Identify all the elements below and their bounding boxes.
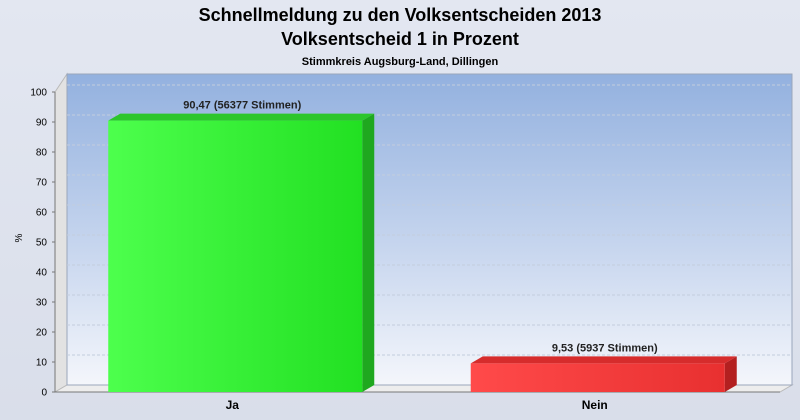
x-tick-label: Ja xyxy=(226,398,240,412)
y-axis-label: % xyxy=(14,233,25,242)
y-tick-label: 80 xyxy=(36,148,48,159)
y-tick-label: 70 xyxy=(36,178,48,189)
y-tick-label: 20 xyxy=(36,328,48,339)
chart-title-line2: Volksentscheid 1 in Prozent xyxy=(281,29,519,49)
y-tick-label: 0 xyxy=(41,388,47,399)
bar-side xyxy=(724,356,737,392)
chart-title: Schnellmeldung zu den Volksentscheiden 2… xyxy=(199,5,602,25)
bars: 90,47 (56377 Stimmen) Ja 9,53 (5937 Stimme… xyxy=(108,100,737,412)
data-label: 9,53 (5937 Stimmen) xyxy=(552,342,658,354)
bar-top xyxy=(470,356,737,364)
y-tick-label: 60 xyxy=(36,208,48,219)
y-tick-label: 90 xyxy=(36,118,48,129)
bar-ja xyxy=(108,120,363,392)
x-tick-label: Nein xyxy=(582,398,608,412)
chart-subtitle: Stimmkreis Augsburg-Land, Dillingen xyxy=(302,56,499,68)
y-tick-label: 10 xyxy=(36,358,48,369)
y-tick-label: 40 xyxy=(36,268,48,279)
y-tick-label: 50 xyxy=(36,238,48,249)
data-label: 90,47 (56377 Stimmen) xyxy=(183,100,301,112)
bar-top xyxy=(108,113,375,121)
y-ticks: 0 10 20 30 40 50 60 70 80 90 100 xyxy=(30,88,55,399)
bar-side xyxy=(362,113,375,392)
y-tick-label: 30 xyxy=(36,298,48,309)
bar-nein xyxy=(470,363,725,392)
y-tick-label: 100 xyxy=(30,88,47,99)
plot-side-wall xyxy=(54,72,68,393)
